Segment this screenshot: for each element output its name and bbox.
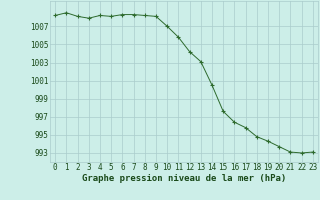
X-axis label: Graphe pression niveau de la mer (hPa): Graphe pression niveau de la mer (hPa): [82, 174, 286, 183]
